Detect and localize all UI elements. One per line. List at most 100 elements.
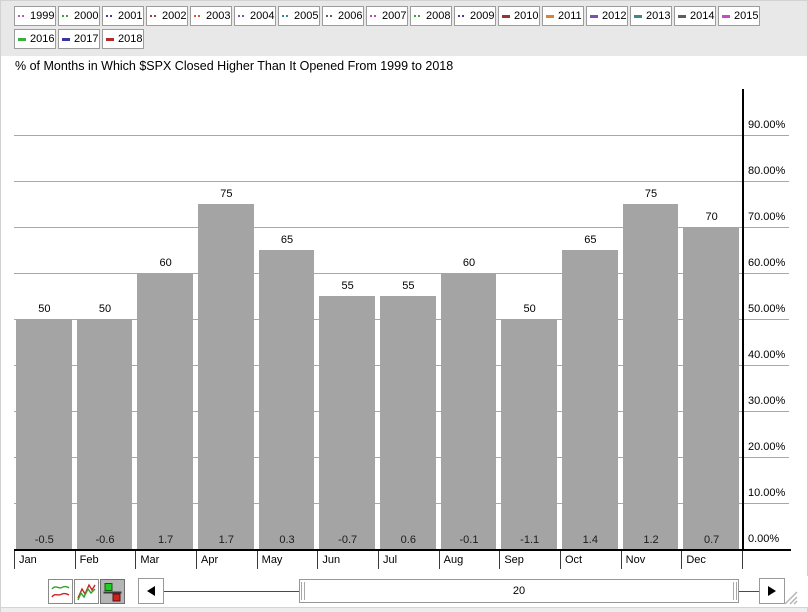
legend-year-button-2009[interactable]: 2009: [454, 6, 496, 26]
dash-line-style-icon: [678, 14, 688, 18]
gridline: [14, 273, 789, 274]
bar-Mar: [137, 273, 193, 549]
legend-dash: [678, 14, 686, 18]
legend-dash: [722, 14, 730, 18]
x-axis-month-label: Sep: [504, 554, 524, 566]
x-axis-month-label: Jul: [383, 554, 398, 566]
scroll-left-button[interactable]: [138, 578, 164, 604]
scrollbar-value: 20: [512, 585, 526, 597]
bar-value-label: 55: [341, 280, 354, 292]
zigzag-line-chart-button[interactable]: [74, 579, 99, 604]
bar-bottom-value-label: 1.2: [643, 534, 659, 546]
dash-line-style-icon: [722, 14, 732, 18]
legend-year-button-2006[interactable]: 2006: [322, 6, 364, 26]
bar-value-label: 65: [584, 234, 597, 246]
legend-year-button-2002[interactable]: 2002: [146, 6, 188, 26]
legend-year-label: 2001: [118, 10, 143, 22]
legend-dot: [414, 15, 416, 17]
bar-Jul: [380, 296, 436, 549]
legend-dot: [66, 15, 68, 17]
bar-bottom-value-label: 0.3: [279, 534, 295, 546]
legend-dot: [462, 15, 464, 17]
legend-year-button-2000[interactable]: 2000: [58, 6, 100, 26]
legend-dash: [502, 14, 510, 18]
dotted-line-style-icon: [106, 15, 116, 17]
x-axis-tick: [14, 549, 15, 569]
legend-dash: [18, 37, 26, 41]
dash-line-style-icon: [590, 14, 600, 18]
legend-dot: [418, 15, 420, 17]
scroll-left-icon: [147, 586, 155, 596]
legend-year-button-2001[interactable]: 2001: [102, 6, 144, 26]
legend-year-button-2010[interactable]: 2010: [498, 6, 540, 26]
legend-year-button-2008[interactable]: 2008: [410, 6, 452, 26]
bar-bottom-value-label: 0.6: [400, 534, 416, 546]
legend-dot: [150, 15, 152, 17]
legend-year-button-2004[interactable]: 2004: [234, 6, 276, 26]
legend-year-label: 2008: [426, 10, 451, 22]
legend-year-button-2007[interactable]: 2007: [366, 6, 408, 26]
bar-value-label: 50: [98, 303, 112, 315]
x-axis-month-label: Dec: [686, 554, 706, 566]
legend-year-label: 2018: [118, 33, 143, 45]
gridline: [14, 227, 789, 228]
legend-dash: [546, 14, 554, 18]
y-axis-tick-label: 10.00%: [748, 487, 786, 499]
zigzag-line-chart-icon: [76, 581, 97, 602]
legend-year-label: 2002: [162, 10, 187, 22]
legend-dot: [238, 15, 240, 17]
legend-dash: [634, 14, 642, 18]
bar-bottom-value-label: 0.7: [704, 534, 720, 546]
legend-dot: [458, 15, 460, 17]
legend-year-button-2017[interactable]: 2017: [58, 29, 100, 49]
x-axis-month-label: Aug: [443, 554, 464, 566]
legend-year-button-2005[interactable]: 2005: [278, 6, 320, 26]
legend-year-button-2013[interactable]: 2013: [630, 6, 672, 26]
resize-grip-icon[interactable]: [783, 591, 799, 610]
legend-year-label: 1999: [30, 10, 55, 22]
legend-year-label: 2000: [74, 10, 99, 22]
bar-value-label: 75: [220, 188, 233, 200]
legend-dot: [374, 15, 376, 17]
legend-year-button-2012[interactable]: 2012: [586, 6, 628, 26]
bar-value-label: 50: [38, 303, 51, 315]
legend-year-button-2011[interactable]: 2011: [542, 6, 584, 26]
legend-year-label: 2006: [338, 10, 363, 22]
gridline: [14, 181, 789, 182]
dash-line-style-icon: [62, 37, 72, 41]
dotted-line-style-icon: [238, 15, 248, 17]
legend-year-button-1999[interactable]: 1999: [14, 6, 56, 26]
legend-dash: [62, 37, 70, 41]
x-axis-month-label: Jan: [19, 554, 37, 566]
dash-line-style-icon: [634, 14, 644, 18]
smooth-line-chart-button[interactable]: [48, 579, 73, 604]
legend-year-button-2018[interactable]: 2018: [102, 29, 144, 49]
x-axis-tick: [317, 549, 319, 569]
legend-year-label: 2007: [382, 10, 407, 22]
legend-buttons: 1999 2000 2001 2002 2003 2004 2005 2006 2007 2008…: [14, 6, 780, 52]
legend-year-button-2003[interactable]: 2003: [190, 6, 232, 26]
legend-year-button-2015[interactable]: 2015: [718, 6, 760, 26]
window-bottom-edge: [1, 607, 807, 612]
dotted-line-style-icon: [150, 15, 160, 17]
handle-grip-right-icon: [733, 582, 737, 600]
legend-year-button-2014[interactable]: 2014: [674, 6, 716, 26]
x-axis-month-label: Apr: [201, 554, 219, 566]
legend-year-button-2016[interactable]: 2016: [14, 29, 56, 49]
dotted-line-style-icon: [326, 15, 336, 17]
x-axis-tick: [620, 549, 622, 569]
dotted-line-style-icon: [62, 15, 72, 17]
legend-year-label: 2005: [294, 10, 319, 22]
bar-value-label: 70: [705, 211, 718, 223]
x-axis-month-label: May: [261, 554, 283, 566]
scrollbar-handle[interactable]: 20: [299, 579, 739, 603]
bar-chart-button[interactable]: [100, 579, 125, 604]
x-axis-tick: [196, 549, 197, 569]
scroll-right-button[interactable]: [759, 578, 785, 604]
bar-bottom-value-label: -0.7: [338, 534, 358, 546]
y-axis-tick-label: 80.00%: [748, 165, 786, 177]
bar-value-label: 65: [280, 234, 294, 246]
bar-value-label: 55: [402, 280, 415, 292]
legend-year-label: 2009: [470, 10, 495, 22]
x-axis-month-label: Feb: [79, 554, 99, 566]
